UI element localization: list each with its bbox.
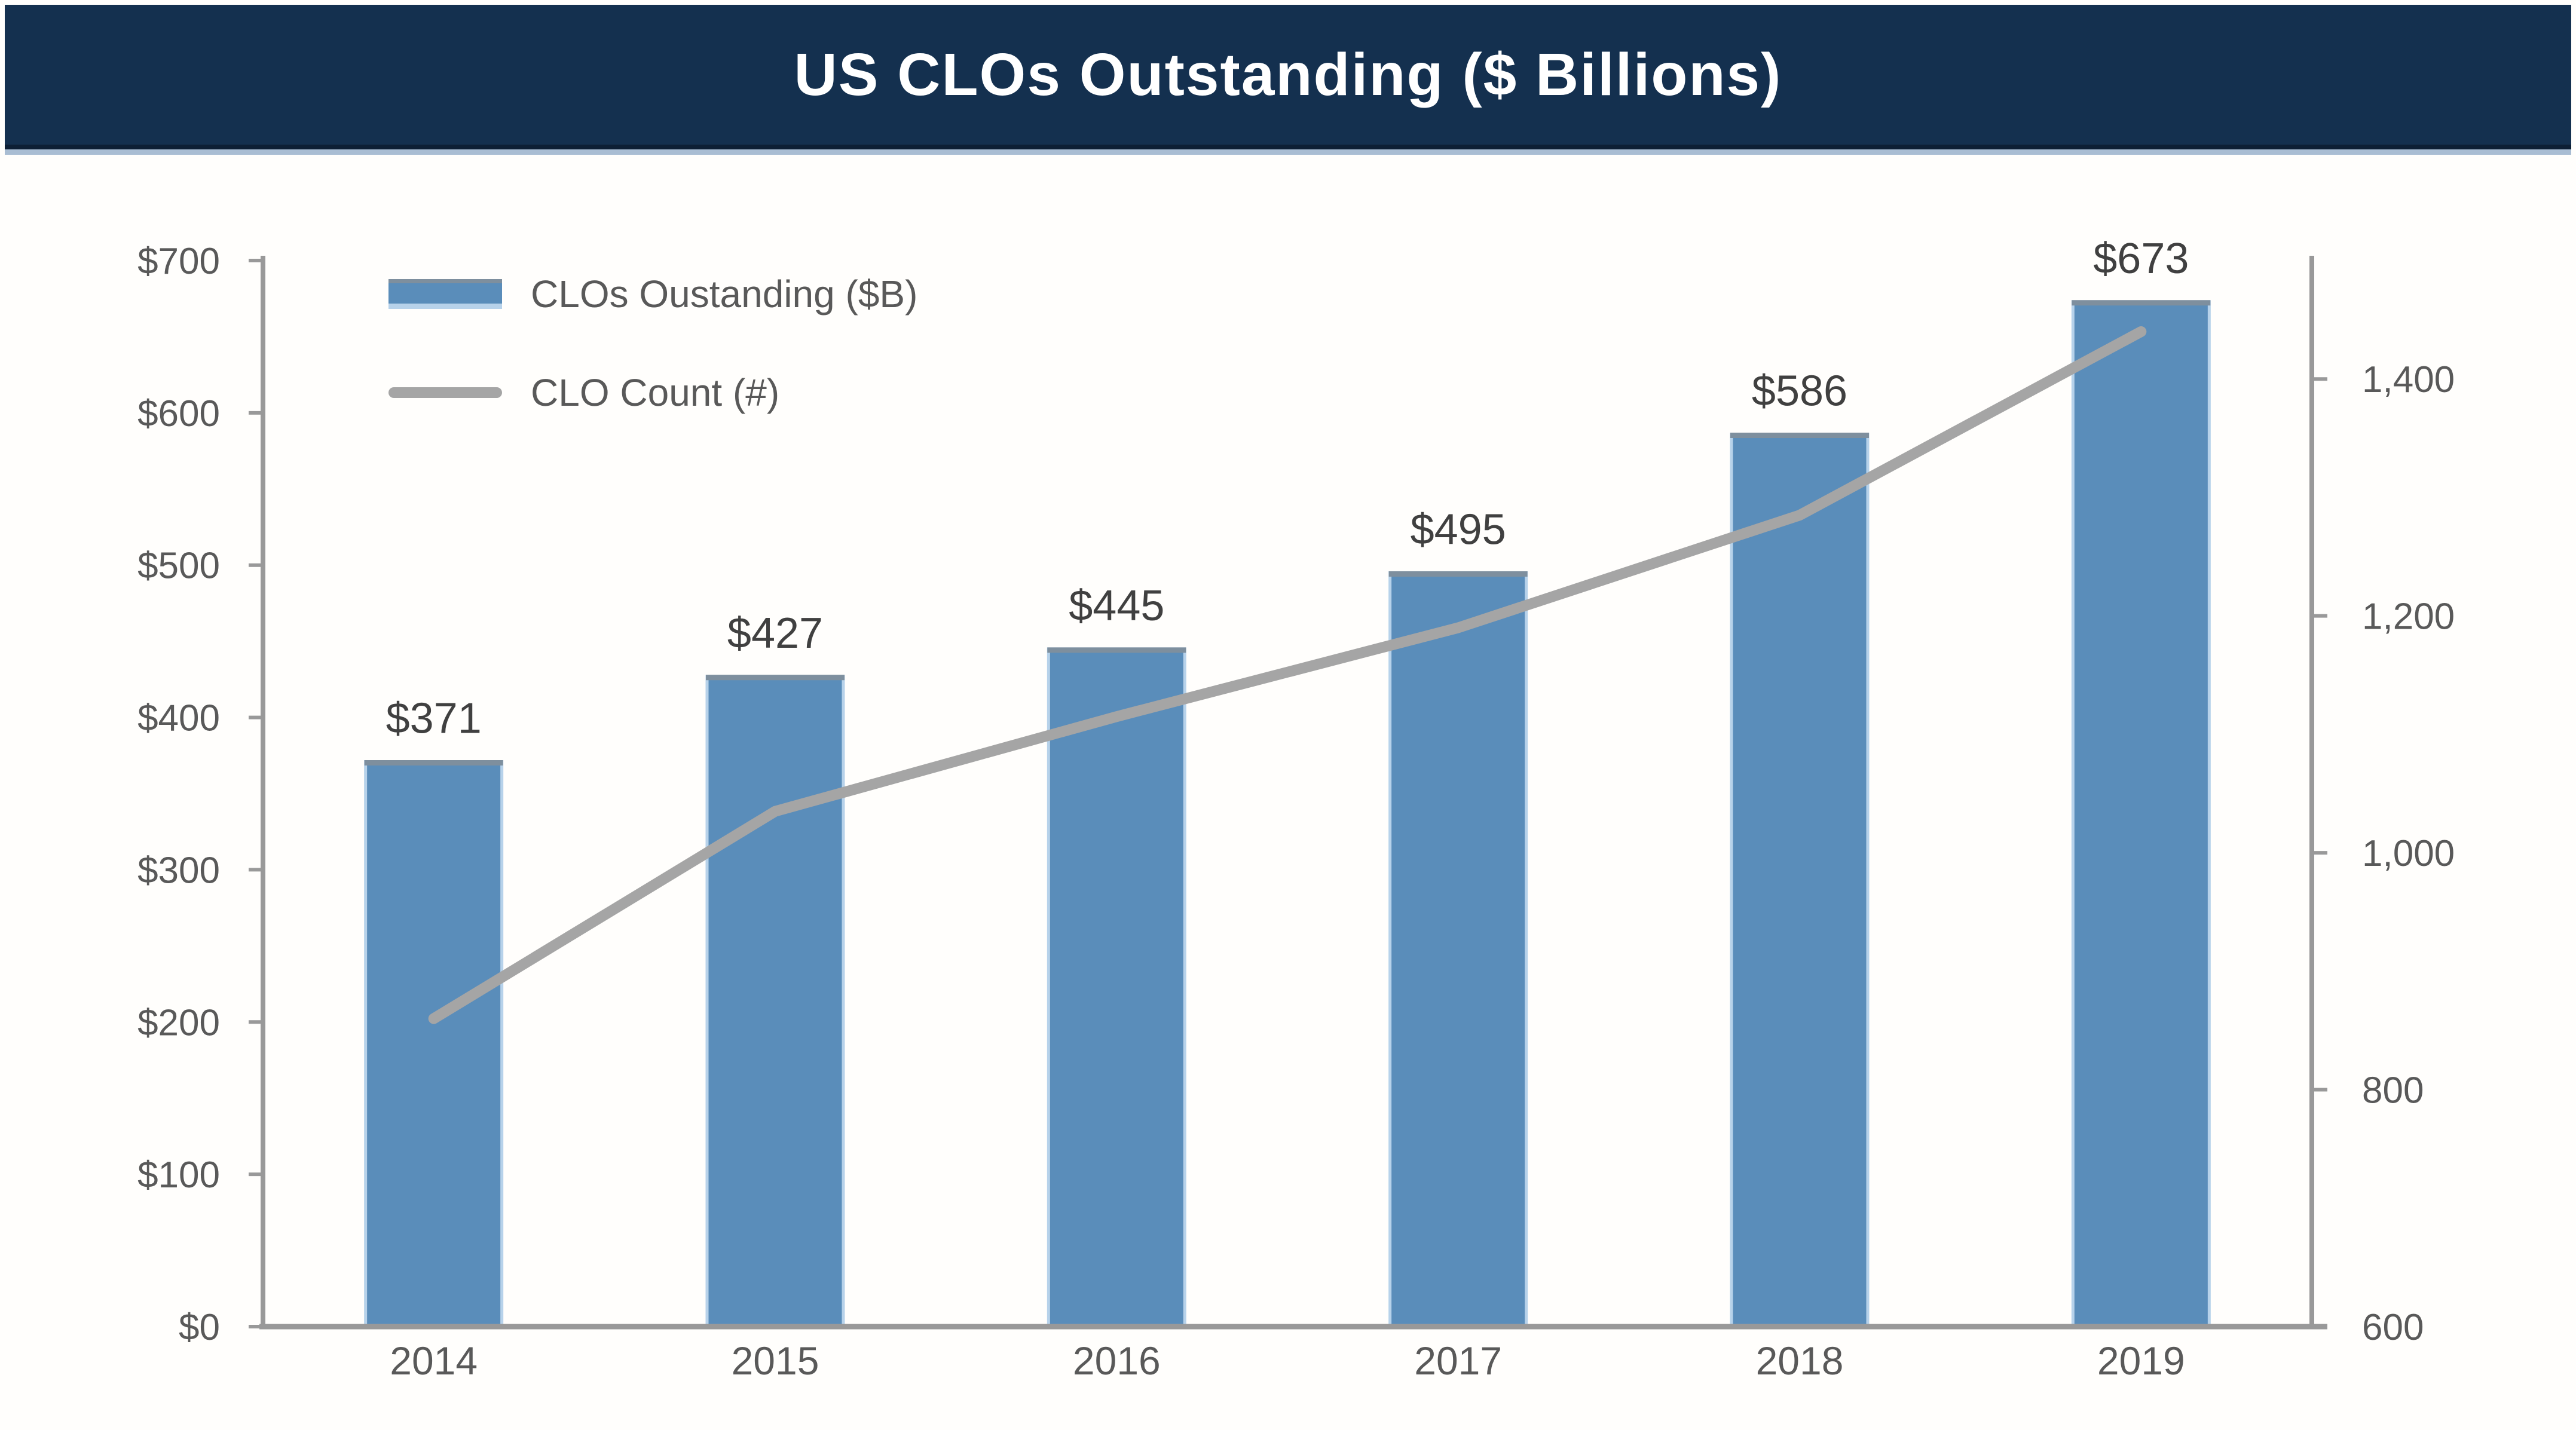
legend-label-clos-outstanding: CLOs Oustanding ($B) xyxy=(531,272,918,316)
left-axis-tick-label: $700 xyxy=(137,241,220,282)
right-axis-tick-label: 1,200 xyxy=(2362,596,2455,638)
clo-count-line xyxy=(428,326,2147,1024)
bar-2019 xyxy=(2071,300,2211,1328)
legend-item-clos-outstanding: CLOs Oustanding ($B) xyxy=(388,264,917,324)
right-axis-tick-label: 600 xyxy=(2362,1307,2424,1348)
bar-2017 xyxy=(1388,571,1528,1328)
chart-legend: CLOs Oustanding ($B) CLO Count (#) xyxy=(388,264,917,422)
x-axis-label-2018: 2018 xyxy=(1756,1339,1844,1383)
bar-2018 xyxy=(1730,433,1870,1328)
chart-title: US CLOs Outstanding ($ Billions) xyxy=(794,41,1782,108)
left-axis-tick-label: $200 xyxy=(137,1002,220,1043)
x-axis-label-2014: 2014 xyxy=(390,1339,478,1383)
chart-title-bar: US CLOs Outstanding ($ Billions) xyxy=(5,5,2571,145)
legend-label-clo-count: CLO Count (#) xyxy=(531,371,780,414)
left-axis-tick-label: $0 xyxy=(179,1307,220,1348)
left-axis-tick-label: $400 xyxy=(137,698,220,739)
left-axis-tick-label: $100 xyxy=(137,1155,220,1196)
left-axis-tick-label: $600 xyxy=(137,393,220,434)
left-axis-tick-label: $500 xyxy=(137,546,220,587)
x-axis-label-2019: 2019 xyxy=(2097,1339,2185,1383)
header-rule-dark xyxy=(5,145,2571,149)
line-series-swatch xyxy=(388,387,502,398)
bar-2014 xyxy=(364,760,504,1328)
x-axis-label-2017: 2017 xyxy=(1414,1339,1502,1383)
bar-value-label-2015: $427 xyxy=(727,610,823,657)
bar-value-label-2019: $673 xyxy=(2093,235,2189,283)
header-rule-light xyxy=(5,149,2571,155)
bar-2016 xyxy=(1047,647,1186,1328)
right-axis-tick-label: 800 xyxy=(2362,1070,2424,1111)
right-axis-tick-label: 1,400 xyxy=(2362,359,2455,400)
bar-value-label-2018: $586 xyxy=(1752,368,1847,415)
legend-item-clo-count: CLO Count (#) xyxy=(388,363,917,422)
bar-value-label-2016: $445 xyxy=(1069,582,1164,630)
bar-series-swatch xyxy=(388,279,502,309)
right-axis-tick-label: 1,000 xyxy=(2362,833,2455,874)
bar-2015 xyxy=(705,675,845,1328)
bar-value-label-2014: $371 xyxy=(386,694,482,742)
bar-value-label-2017: $495 xyxy=(1411,506,1506,553)
x-axis-label-2016: 2016 xyxy=(1073,1339,1161,1383)
x-axis-label-2015: 2015 xyxy=(732,1339,819,1383)
left-axis-tick-label: $300 xyxy=(137,850,220,891)
